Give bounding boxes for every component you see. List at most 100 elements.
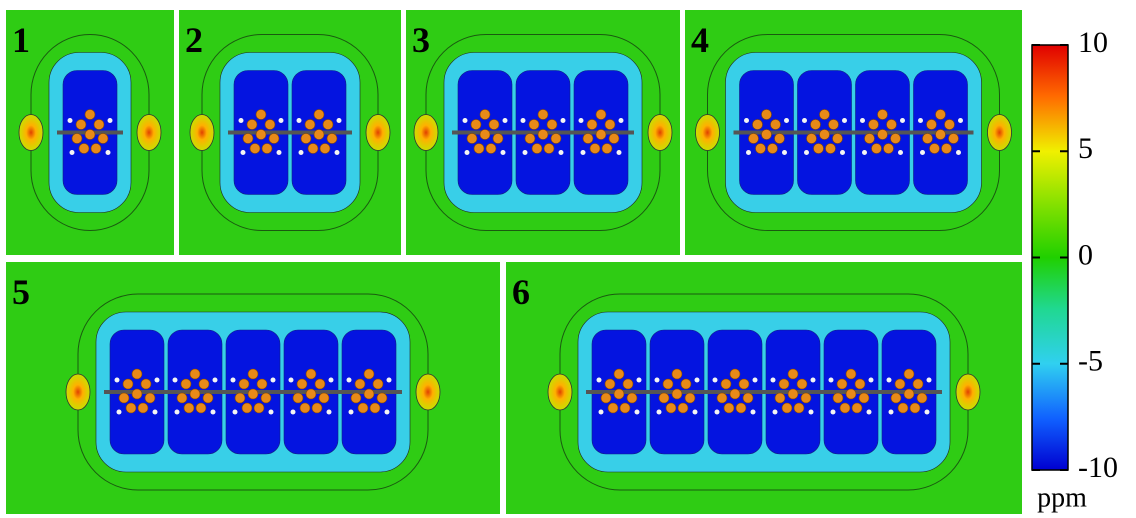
atom xyxy=(372,378,384,390)
atom xyxy=(767,143,778,154)
atom xyxy=(903,368,915,380)
h-atom xyxy=(238,118,244,123)
h-atom xyxy=(69,150,75,155)
atom xyxy=(680,378,692,390)
atom xyxy=(550,133,562,144)
h-atom xyxy=(105,150,111,155)
atom xyxy=(180,378,192,390)
h-atom xyxy=(107,118,113,123)
atom xyxy=(894,378,906,390)
end-lobe xyxy=(955,373,981,411)
h-atom xyxy=(522,150,528,155)
atom xyxy=(604,119,616,130)
atom xyxy=(828,119,839,130)
atom xyxy=(319,143,331,154)
contour-panel: 2 xyxy=(179,10,401,255)
atom xyxy=(729,388,741,400)
atom xyxy=(832,133,843,144)
atom xyxy=(242,133,254,144)
h-atom xyxy=(276,150,282,155)
atom xyxy=(613,388,625,400)
h-atom xyxy=(154,377,160,383)
h-atom xyxy=(924,409,930,415)
atom xyxy=(912,378,924,390)
atom xyxy=(619,402,631,414)
atom xyxy=(93,119,105,130)
panel-label: 2 xyxy=(185,20,203,60)
atom xyxy=(926,119,937,130)
h-atom xyxy=(578,118,584,123)
contour-panel: 1 xyxy=(6,10,174,255)
atom xyxy=(264,119,276,130)
end-lobe xyxy=(189,114,215,151)
atom xyxy=(363,388,375,400)
atom xyxy=(350,392,362,404)
atom xyxy=(774,133,785,144)
atom xyxy=(322,119,334,130)
atom xyxy=(836,378,848,390)
atom xyxy=(589,143,601,154)
atom xyxy=(473,143,485,154)
h-atom xyxy=(270,377,276,383)
h-atom xyxy=(290,409,296,415)
h-atom xyxy=(174,409,180,415)
h-atom xyxy=(298,150,304,155)
atom xyxy=(546,119,558,130)
atom xyxy=(479,129,491,140)
contour-panel: 3 xyxy=(406,10,680,255)
end-lobe xyxy=(365,114,391,151)
atom xyxy=(935,109,946,120)
h-atom xyxy=(926,377,932,383)
atom xyxy=(78,143,90,154)
atom xyxy=(595,109,607,120)
h-atom xyxy=(866,409,872,415)
atom xyxy=(600,392,612,404)
h-atom xyxy=(240,150,246,155)
atom xyxy=(531,143,543,154)
atom xyxy=(851,402,863,414)
atom xyxy=(729,368,741,380)
atom xyxy=(299,402,311,414)
h-atom xyxy=(956,150,961,155)
atom xyxy=(916,392,928,404)
atom xyxy=(810,119,821,130)
atom xyxy=(313,109,325,120)
atom xyxy=(877,129,888,140)
atom xyxy=(305,388,317,400)
atom xyxy=(723,402,735,414)
atom xyxy=(261,143,273,154)
atom xyxy=(868,119,879,130)
atom xyxy=(537,129,549,140)
atom xyxy=(198,378,210,390)
atom xyxy=(479,109,491,120)
h-atom xyxy=(616,150,622,155)
h-atom xyxy=(464,150,470,155)
atom xyxy=(671,368,683,380)
h-atom xyxy=(888,409,894,415)
contour-panel: 4 xyxy=(685,10,1022,255)
atom xyxy=(890,133,901,144)
atom xyxy=(260,392,272,404)
atom xyxy=(604,378,616,390)
atom xyxy=(189,368,201,380)
atom xyxy=(613,368,625,380)
h-atom xyxy=(502,118,508,123)
atom xyxy=(241,402,253,414)
h-atom xyxy=(558,150,564,155)
h-atom xyxy=(958,118,963,123)
atom xyxy=(268,133,280,144)
atom xyxy=(255,109,267,120)
h-atom xyxy=(334,150,340,155)
atom xyxy=(256,378,268,390)
h-atom xyxy=(744,118,749,123)
h-atom xyxy=(500,150,506,155)
end-lobe xyxy=(987,114,1012,151)
atom xyxy=(307,143,319,154)
atom xyxy=(75,119,87,130)
h-atom xyxy=(714,409,720,415)
contour-panel: 6 xyxy=(506,262,1022,514)
atom xyxy=(304,119,316,130)
atom xyxy=(131,388,143,400)
atom xyxy=(755,143,766,154)
h-atom xyxy=(810,377,816,383)
